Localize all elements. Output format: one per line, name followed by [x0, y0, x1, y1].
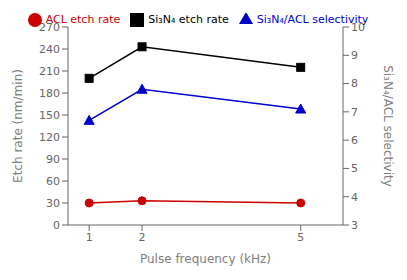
svg-text:3: 3: [351, 219, 358, 232]
svg-text:180: 180: [39, 87, 60, 100]
svg-text:Etch rate (nm/min): Etch rate (nm/min): [11, 69, 25, 183]
svg-text:30: 30: [46, 197, 60, 210]
svg-text:5: 5: [297, 231, 304, 244]
svg-text:10: 10: [351, 21, 365, 34]
svg-text:Pulse frequency (kHz): Pulse frequency (kHz): [140, 252, 271, 266]
svg-text:5: 5: [351, 162, 358, 175]
svg-text:6: 6: [351, 134, 358, 147]
svg-text:240: 240: [39, 43, 60, 56]
svg-text:150: 150: [39, 109, 60, 122]
svg-text:120: 120: [39, 131, 60, 144]
svg-text:2: 2: [139, 231, 146, 244]
svg-text:Si₃N₄/ACL selectivity: Si₃N₄/ACL selectivity: [381, 65, 395, 187]
svg-text:7: 7: [351, 106, 358, 119]
svg-text:1: 1: [86, 231, 93, 244]
svg-text:4: 4: [351, 191, 358, 204]
svg-text:90: 90: [46, 153, 60, 166]
svg-text:0: 0: [53, 219, 60, 232]
svg-text:210: 210: [39, 65, 60, 78]
svg-text:270: 270: [39, 21, 60, 34]
svg-text:9: 9: [351, 49, 358, 62]
svg-text:8: 8: [351, 77, 358, 90]
svg-text:60: 60: [46, 175, 60, 188]
